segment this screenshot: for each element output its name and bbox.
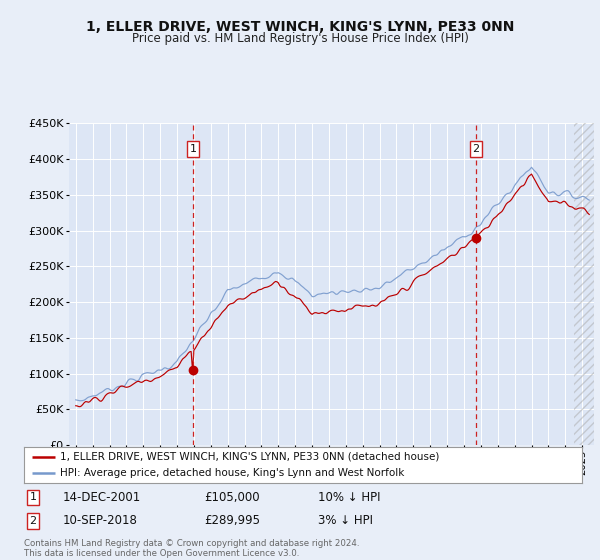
Bar (574, 123, 594, 445)
Text: 1: 1 (190, 144, 197, 154)
Text: 2: 2 (29, 516, 37, 526)
Text: Price paid vs. HM Land Registry's House Price Index (HPI): Price paid vs. HM Land Registry's House … (131, 32, 469, 45)
Text: 10-SEP-2018: 10-SEP-2018 (63, 514, 138, 528)
Text: HPI: Average price, detached house, King's Lynn and West Norfolk: HPI: Average price, detached house, King… (60, 468, 404, 478)
Text: 1: 1 (29, 492, 37, 502)
Text: £289,995: £289,995 (204, 514, 260, 528)
Text: 2: 2 (472, 144, 479, 154)
Text: 1, ELLER DRIVE, WEST WINCH, KING'S LYNN, PE33 0NN: 1, ELLER DRIVE, WEST WINCH, KING'S LYNN,… (86, 20, 514, 34)
Text: 3% ↓ HPI: 3% ↓ HPI (318, 514, 373, 528)
Text: £105,000: £105,000 (204, 491, 260, 504)
Text: Contains HM Land Registry data © Crown copyright and database right 2024.
This d: Contains HM Land Registry data © Crown c… (24, 539, 359, 558)
Text: 14-DEC-2001: 14-DEC-2001 (63, 491, 141, 504)
Text: 1, ELLER DRIVE, WEST WINCH, KING'S LYNN, PE33 0NN (detached house): 1, ELLER DRIVE, WEST WINCH, KING'S LYNN,… (60, 452, 440, 462)
Text: 10% ↓ HPI: 10% ↓ HPI (318, 491, 380, 504)
